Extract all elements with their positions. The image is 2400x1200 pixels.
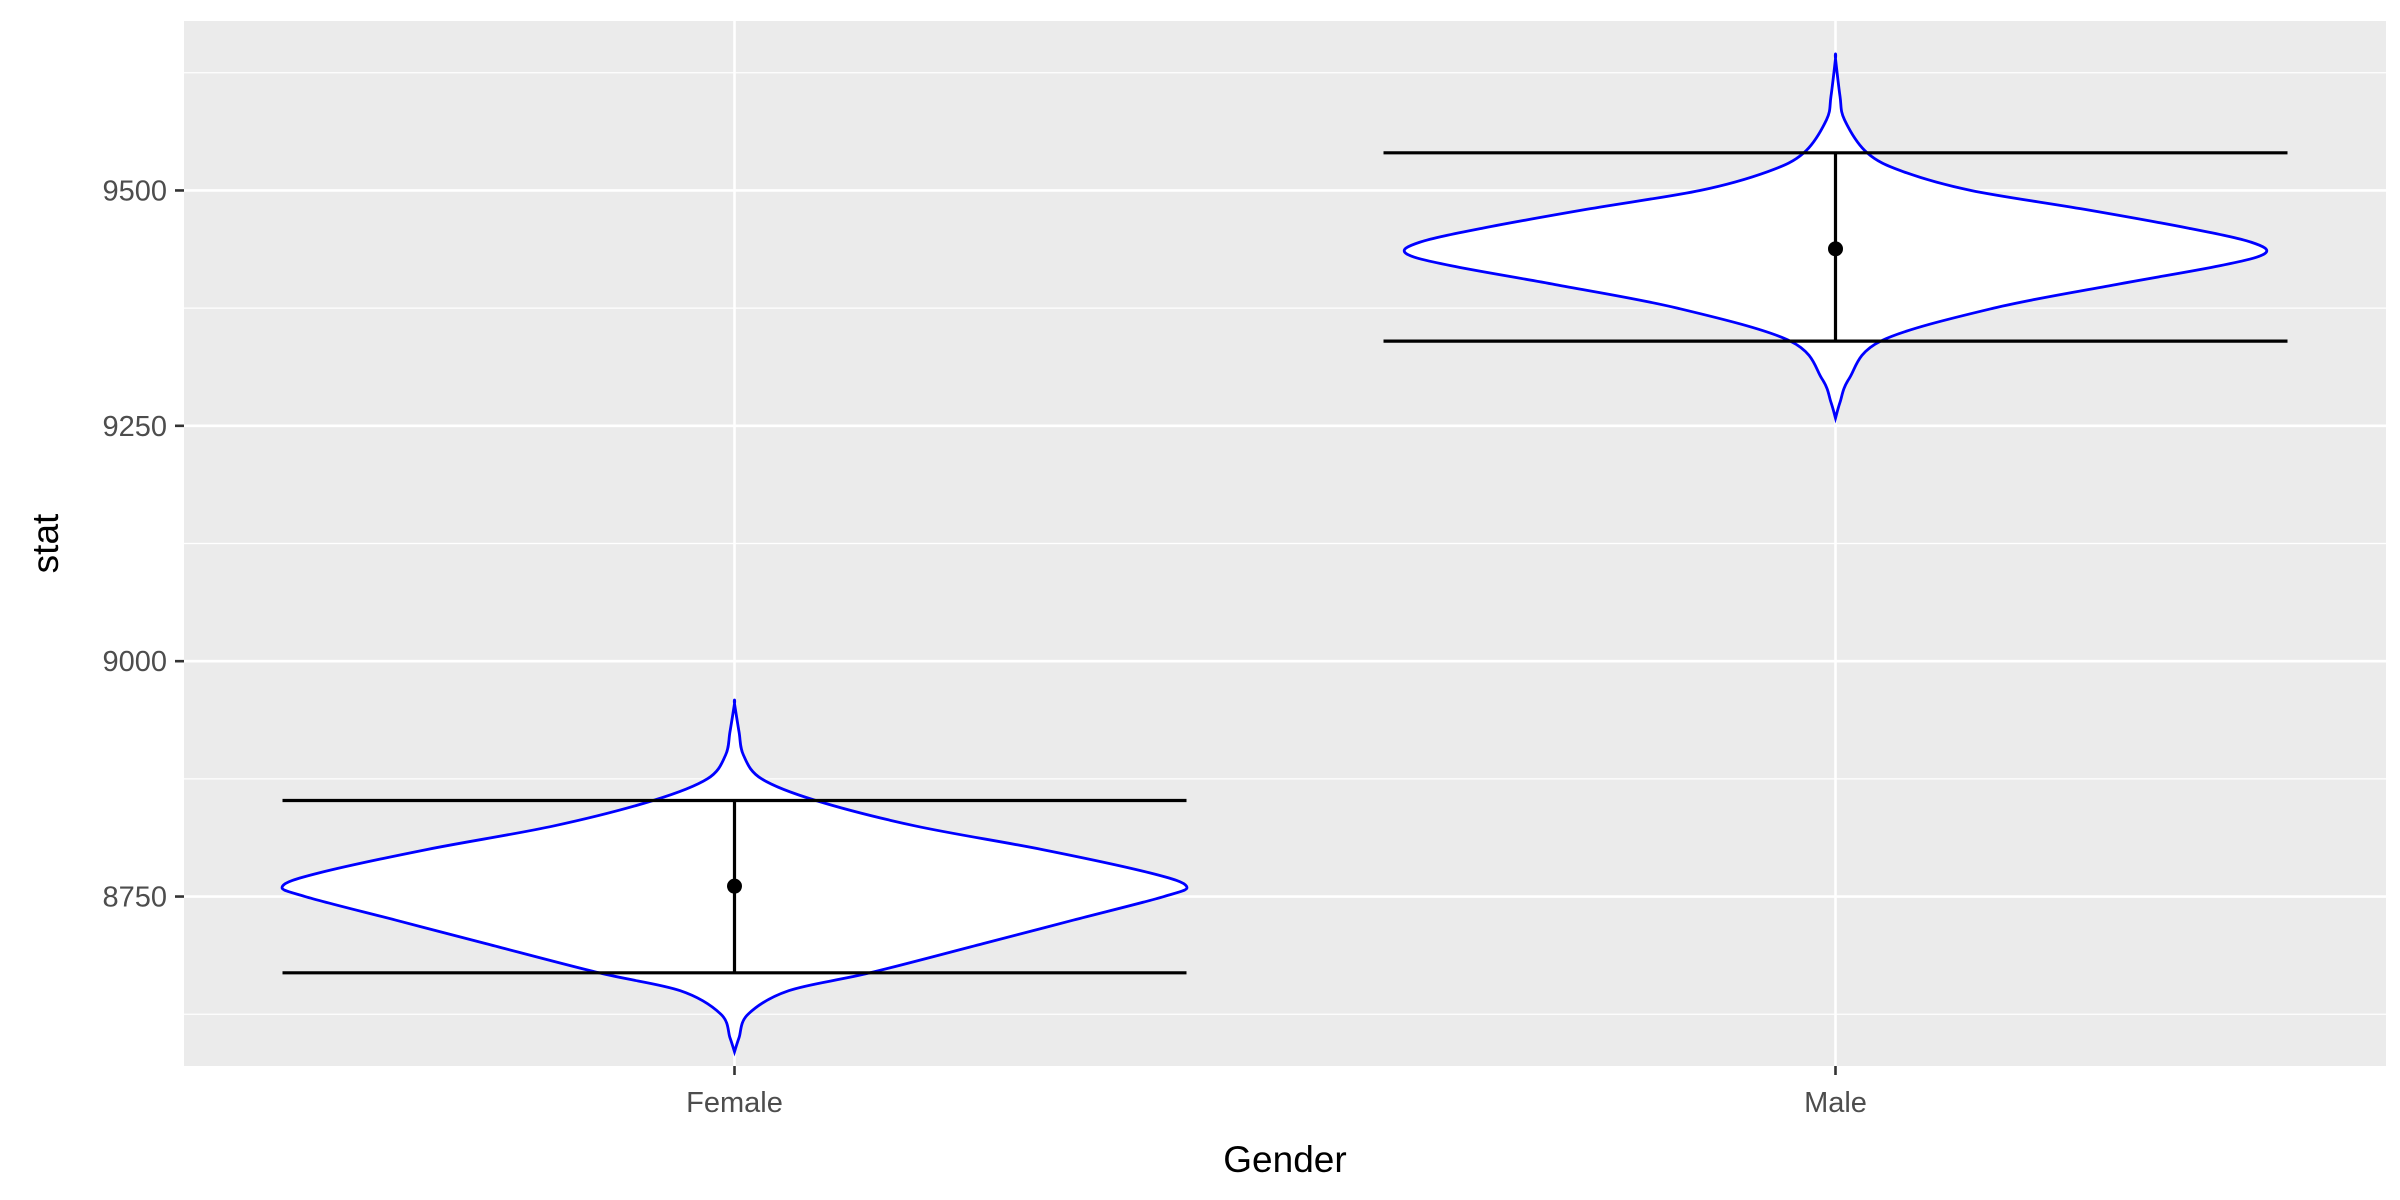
- error-bars: [282, 151, 2288, 975]
- x-tick-label: Female: [686, 1087, 783, 1119]
- y-tick-label: 9500: [102, 175, 167, 207]
- x-axis-title: Gender: [1223, 1139, 1346, 1180]
- mean-points: [727, 241, 1843, 894]
- y-tick-label: 9000: [102, 646, 167, 678]
- mean-point: [727, 878, 742, 894]
- x-tick-label: Male: [1804, 1087, 1867, 1119]
- y-tick-label: 9250: [102, 411, 167, 443]
- y-axis: 8750 9000 9250 9500: [102, 175, 184, 914]
- mean-point: [1828, 241, 1843, 257]
- x-axis: Female Male: [686, 1066, 1867, 1119]
- minor-gridlines: [184, 72, 2386, 1015]
- y-tick-label: 8750: [102, 882, 167, 914]
- y-axis-title: stat: [25, 513, 66, 573]
